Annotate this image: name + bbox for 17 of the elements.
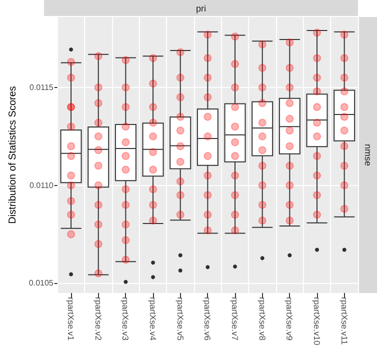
y-tick-label: 0.0105 xyxy=(28,278,54,288)
x-tick-label: rpartXse.v10 xyxy=(312,297,322,346)
x-tick-label: rpartXse.v3 xyxy=(120,297,131,341)
x-tick-label: rpartXse.v8 xyxy=(257,297,268,341)
x-tick-label: rpartXse.v2 xyxy=(93,297,104,341)
x-tick-label: rpartXse.v7 xyxy=(230,297,240,341)
y-tick-label: 0.0115 xyxy=(29,82,54,92)
text: nmse xyxy=(363,144,373,166)
y-axis-title: Distribution of Statistics Scores xyxy=(8,86,18,224)
x-tick-label: rpartXse.v6 xyxy=(202,297,213,341)
x-tick-label: rpartXse.v9 xyxy=(284,297,295,341)
x-tick-label: rpartXse.v1 xyxy=(66,297,76,341)
x-tick-label: rpartXse.v11 xyxy=(339,297,350,345)
x-tick-label: rpartXse.v4 xyxy=(148,297,158,341)
y-tick-label: 0.0110 xyxy=(29,180,54,190)
text: pri xyxy=(196,4,206,14)
x-tick-label: rpartXse.v5 xyxy=(175,297,186,341)
